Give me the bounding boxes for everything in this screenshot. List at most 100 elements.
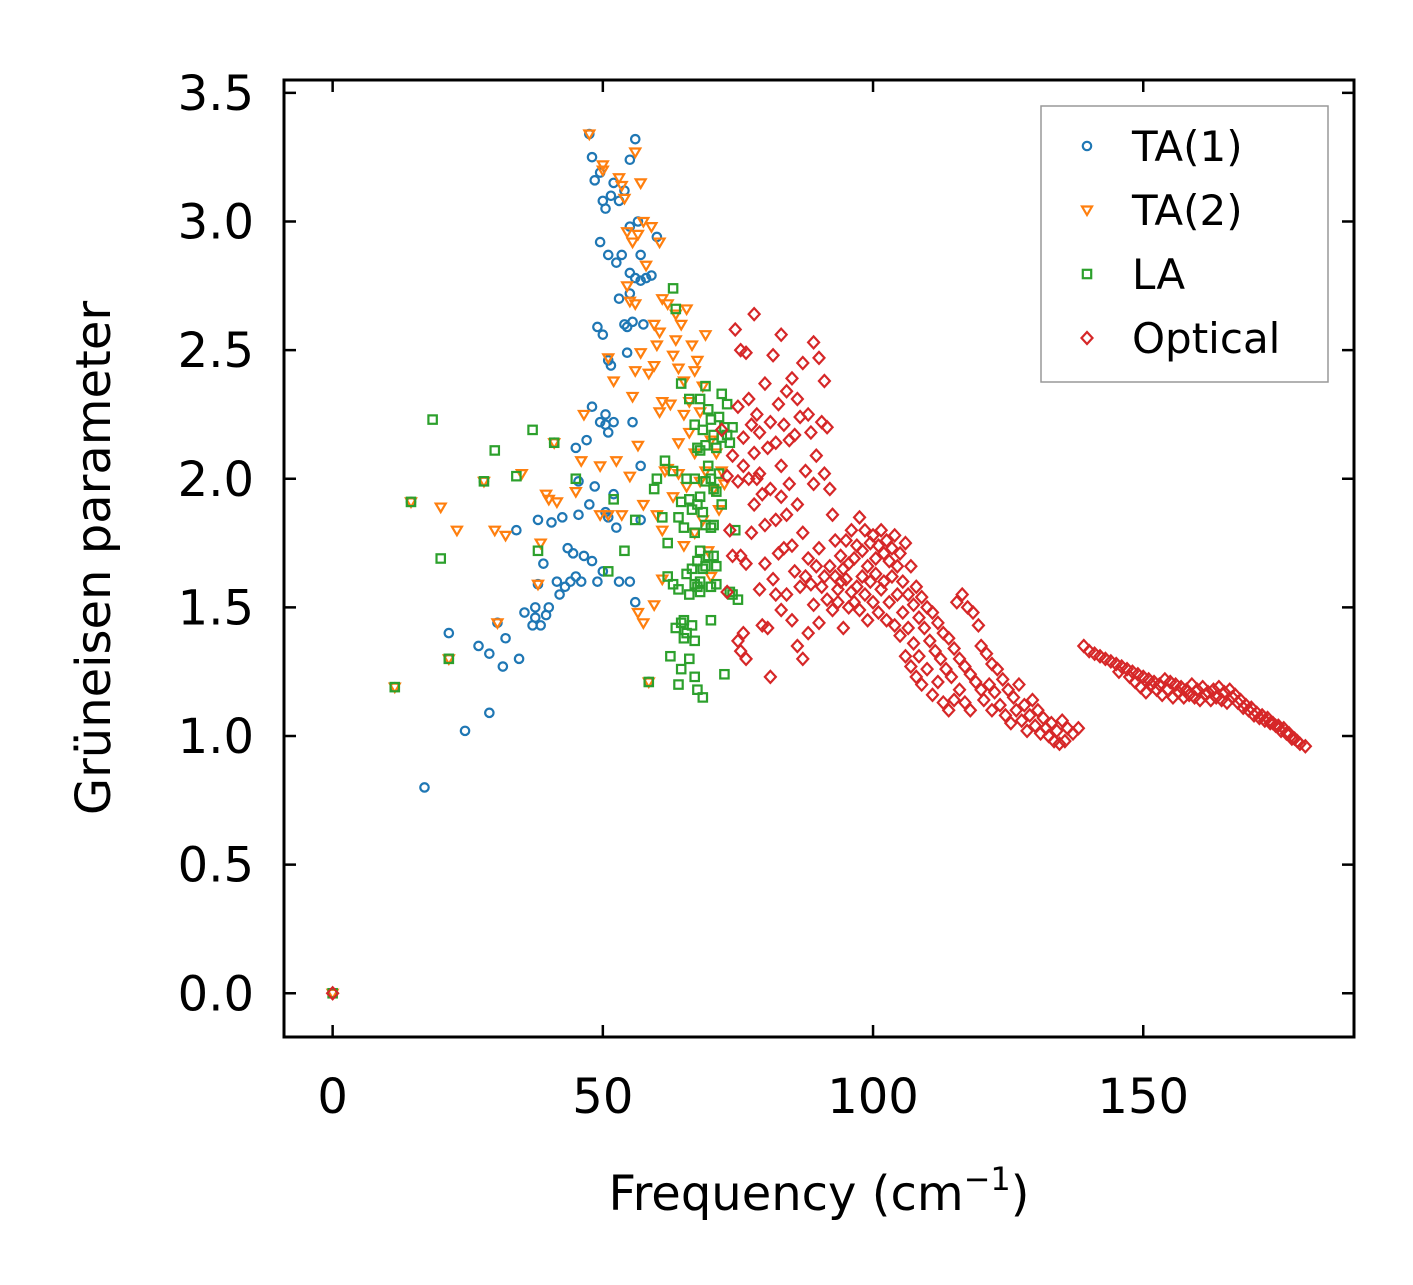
x-axis-label-close: ) bbox=[1011, 1166, 1030, 1222]
data-point bbox=[779, 383, 794, 399]
y-tick-label: 2.5 bbox=[178, 323, 254, 379]
data-point bbox=[685, 340, 699, 353]
data-point bbox=[673, 584, 684, 595]
data-point bbox=[586, 401, 598, 413]
data-point bbox=[749, 471, 764, 487]
data-point bbox=[930, 615, 945, 631]
data-point bbox=[489, 445, 501, 456]
y-tick-label: 0.0 bbox=[178, 966, 254, 1022]
data-point bbox=[631, 607, 645, 620]
data-point bbox=[697, 506, 709, 518]
data-point bbox=[666, 492, 681, 504]
data-point bbox=[675, 378, 687, 389]
data-point bbox=[548, 437, 560, 449]
data-point bbox=[597, 329, 609, 340]
data-point bbox=[535, 620, 546, 631]
data-point bbox=[678, 522, 690, 533]
data-point bbox=[627, 316, 638, 328]
data-point bbox=[619, 545, 630, 557]
data-point bbox=[893, 628, 908, 644]
data-point bbox=[608, 416, 619, 428]
data-point bbox=[647, 360, 662, 373]
data-point bbox=[519, 607, 530, 618]
data-point bbox=[631, 440, 645, 453]
data-point bbox=[763, 669, 778, 685]
data-point bbox=[803, 576, 818, 592]
data-point bbox=[820, 419, 835, 435]
data-point bbox=[690, 355, 705, 368]
data-point bbox=[833, 574, 848, 590]
data-point bbox=[884, 568, 899, 585]
data-point bbox=[933, 651, 948, 667]
data-point bbox=[616, 249, 628, 261]
data-point bbox=[689, 578, 701, 590]
data-point bbox=[925, 604, 940, 621]
data-point bbox=[798, 463, 813, 479]
data-point bbox=[774, 327, 789, 343]
data-point bbox=[1057, 733, 1072, 749]
data-point bbox=[433, 502, 448, 515]
data-point bbox=[847, 550, 862, 567]
data-point bbox=[655, 396, 670, 409]
data-point bbox=[755, 486, 770, 502]
data-point bbox=[595, 165, 610, 178]
legend-marker bbox=[1080, 330, 1094, 346]
data-point bbox=[643, 676, 655, 688]
data-point bbox=[1017, 697, 1032, 713]
data-point bbox=[405, 496, 417, 508]
data-point bbox=[901, 620, 916, 636]
data-point bbox=[868, 550, 883, 567]
data-point bbox=[652, 327, 667, 340]
data-point bbox=[795, 651, 810, 667]
data-point bbox=[752, 465, 767, 482]
data-point bbox=[635, 514, 646, 526]
data-point bbox=[592, 321, 603, 333]
data-point bbox=[729, 524, 741, 536]
data-point bbox=[749, 406, 764, 423]
data-point bbox=[497, 661, 509, 672]
y-axis-label: Grüneisen parameter bbox=[66, 301, 122, 816]
data-point bbox=[676, 409, 691, 422]
data-point bbox=[614, 180, 629, 193]
y-tick-label: 3.0 bbox=[178, 194, 254, 250]
data-point bbox=[887, 527, 902, 543]
data-point bbox=[700, 440, 711, 451]
data-point bbox=[670, 303, 682, 315]
data-point bbox=[651, 473, 663, 485]
data-point bbox=[450, 525, 464, 538]
data-point bbox=[860, 558, 875, 574]
data-point bbox=[629, 272, 641, 284]
data-point bbox=[487, 525, 502, 538]
data-point bbox=[689, 473, 701, 485]
data-point bbox=[812, 615, 826, 631]
data-point bbox=[557, 512, 568, 523]
data-point bbox=[719, 668, 730, 680]
data-point bbox=[639, 260, 653, 273]
data-point bbox=[925, 687, 940, 703]
data-point bbox=[890, 558, 905, 574]
data-point bbox=[852, 509, 867, 525]
data-point bbox=[882, 553, 897, 569]
data-point bbox=[605, 190, 617, 202]
data-point bbox=[922, 633, 937, 649]
data-point bbox=[817, 373, 832, 389]
data-point bbox=[947, 692, 962, 708]
data-point bbox=[809, 447, 824, 464]
legend-label: TA(1) bbox=[1131, 122, 1243, 171]
legend-label: LA bbox=[1132, 250, 1185, 299]
data-point bbox=[757, 375, 772, 392]
data-point bbox=[697, 424, 709, 436]
data-point bbox=[882, 594, 897, 610]
data-point bbox=[570, 473, 582, 485]
data-point bbox=[601, 510, 616, 522]
data-point bbox=[984, 702, 999, 718]
data-point bbox=[771, 396, 786, 412]
data-point bbox=[855, 568, 870, 585]
data-point bbox=[667, 465, 679, 477]
data-point bbox=[581, 434, 592, 446]
data-point bbox=[686, 563, 698, 575]
legend-marker bbox=[1081, 268, 1093, 280]
data-point bbox=[795, 355, 810, 371]
data-point bbox=[711, 486, 722, 497]
